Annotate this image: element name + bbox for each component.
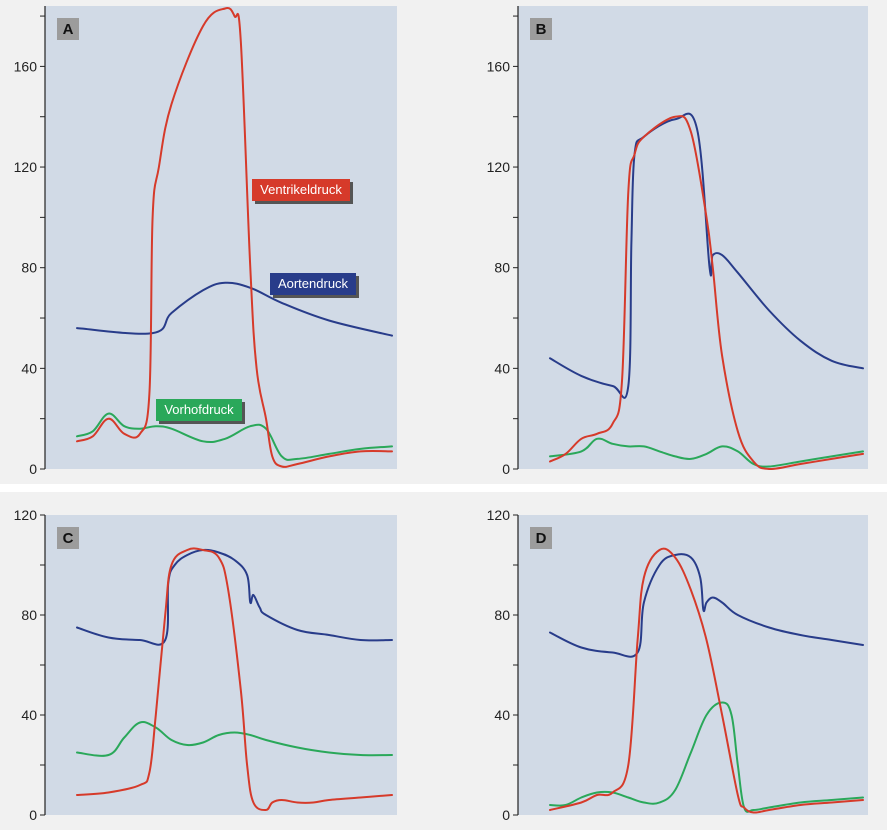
plot-area xyxy=(45,6,397,469)
aorta-label: Aortendruck xyxy=(278,276,349,291)
panel-letter-box xyxy=(530,527,552,549)
y-tick-label: 120 xyxy=(487,507,511,523)
y-tick-label: 120 xyxy=(14,507,38,523)
y-tick-label: 40 xyxy=(21,707,37,723)
panel-b: 0 40 80 120 160 B xyxy=(487,6,868,477)
panel-letter: D xyxy=(536,530,547,547)
y-tick-label: 40 xyxy=(21,360,37,376)
aorta-pressure-curve xyxy=(549,112,864,399)
aorta-pressure-curve xyxy=(76,548,393,646)
panel-letter: B xyxy=(536,21,547,38)
atrium-label-box xyxy=(156,399,242,421)
y-tick-label: 0 xyxy=(29,807,37,823)
panel-a: 0 40 80 120 160 A Ventrikeldruck Aortendruck Vor… xyxy=(14,6,397,477)
y-tick-label: 80 xyxy=(494,260,510,276)
y-tick-label: 120 xyxy=(14,159,38,175)
atrium-pressure-curve xyxy=(76,721,393,757)
panel-letter-box xyxy=(530,18,552,40)
y-tick-label: 80 xyxy=(494,607,510,623)
panel-c: 0 40 80 120 C xyxy=(14,507,397,823)
panel-letter-box xyxy=(57,527,79,549)
atrium-label: Vorhofdruck xyxy=(164,402,234,417)
y-tick-label: 0 xyxy=(29,461,37,477)
plot-area xyxy=(518,6,868,469)
y-tick-label: 160 xyxy=(487,58,511,74)
y-tick-label: 40 xyxy=(494,707,510,723)
atrium-pressure-curve xyxy=(549,437,864,468)
aorta-pressure-curve xyxy=(76,281,393,337)
y-tick-label: 0 xyxy=(502,807,510,823)
y-tick-label: 160 xyxy=(14,58,38,74)
ventricle-pressure-curve xyxy=(76,547,393,812)
plot-area xyxy=(518,515,868,815)
plot-area xyxy=(45,515,397,815)
y-tick-label: 80 xyxy=(21,607,37,623)
y-tick-label: 80 xyxy=(21,260,37,276)
y-tick-label: 40 xyxy=(494,360,510,376)
ventricle-pressure-curve xyxy=(549,547,864,814)
panel-letter-box xyxy=(57,18,79,40)
atrium-pressure-curve xyxy=(76,412,393,461)
row-separator xyxy=(0,484,887,492)
ventricle-pressure-curve xyxy=(549,115,864,471)
panel-d: 0 40 80 120 D xyxy=(487,507,868,823)
atrium-pressure-curve xyxy=(549,701,864,813)
panel-letter: C xyxy=(63,530,74,547)
aorta-label-box xyxy=(270,273,356,295)
ventricle-pressure-curve xyxy=(76,7,393,468)
y-tick-label: 0 xyxy=(502,461,510,477)
ventricle-label-box xyxy=(252,179,350,201)
panel-letter: A xyxy=(63,21,74,38)
ventricle-label: Ventrikeldruck xyxy=(260,182,342,197)
y-tick-label: 120 xyxy=(487,159,511,175)
